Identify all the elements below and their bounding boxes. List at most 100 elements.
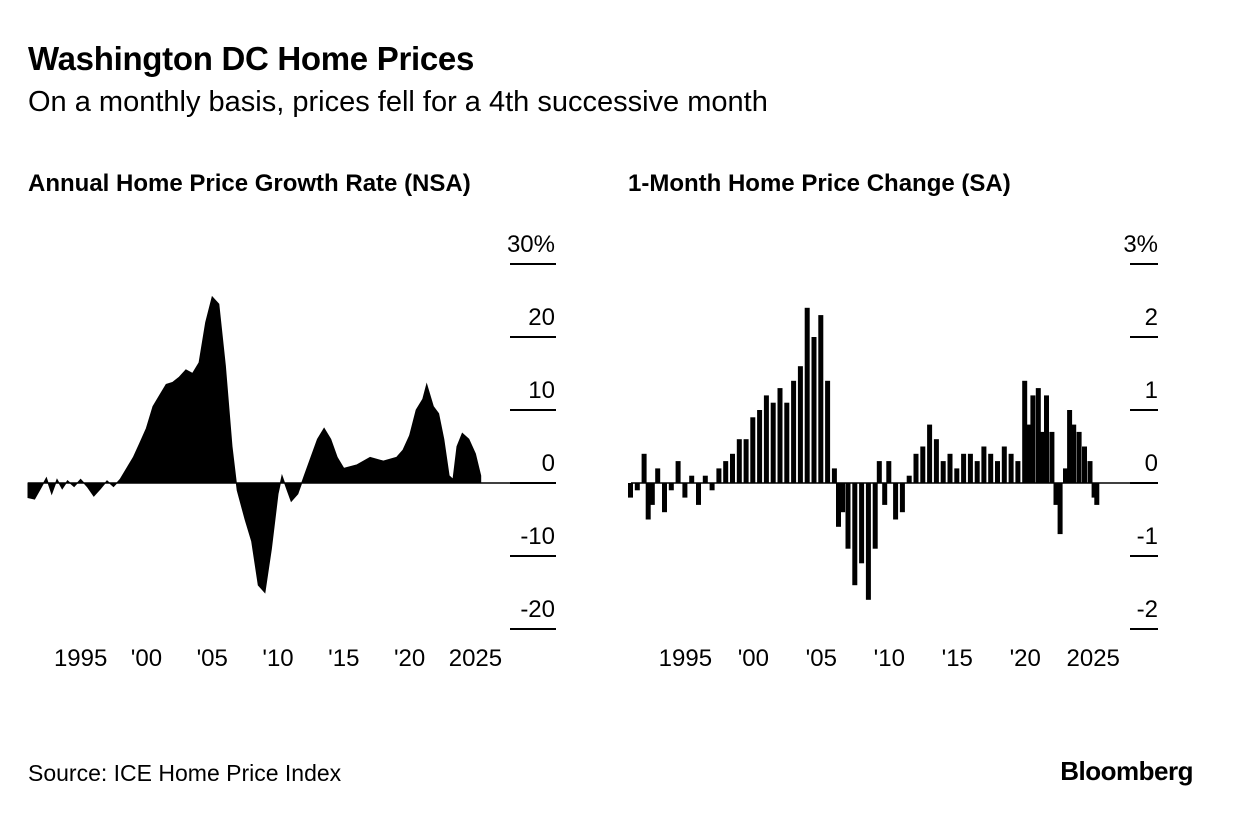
page-subtitle: On a monthly basis, prices fell for a 4t… xyxy=(28,86,768,118)
monthly-bar-27 xyxy=(804,307,810,483)
monthly-bar-21 xyxy=(763,395,769,483)
monthly-bar-49 xyxy=(940,461,946,483)
monthly-bar-14 xyxy=(716,468,722,483)
monthly-bar-28 xyxy=(811,337,817,483)
monthly-bar-9 xyxy=(682,483,688,498)
monthly-bar-60 xyxy=(1015,461,1021,483)
monthly-bar-47 xyxy=(927,424,933,483)
annual-xtick-label-5: '20 xyxy=(394,645,425,672)
monthly-bar-22 xyxy=(770,402,776,483)
annual-ytick-label-0: 30% xyxy=(507,231,555,258)
monthly-bar-52 xyxy=(961,453,967,483)
monthly-bar-16 xyxy=(730,453,735,483)
annual-xtick-label-2: '05 xyxy=(197,645,228,672)
monthly-bar-15 xyxy=(723,461,729,483)
monthly-bar-12 xyxy=(702,475,708,483)
annual-xtick-label-4: '15 xyxy=(328,645,359,672)
annual-xtick-label-3: '10 xyxy=(262,645,293,672)
monthly-bar-72 xyxy=(1071,424,1077,483)
monthly-bar-4 xyxy=(649,483,655,505)
monthly-bar-34 xyxy=(845,483,851,549)
monthly-bar-51 xyxy=(954,468,960,483)
monthly-bar-66 xyxy=(1044,395,1049,483)
annual-xtick-label-1: '00 xyxy=(131,645,162,672)
monthly-bar-13 xyxy=(709,483,715,491)
monthly-bar-50 xyxy=(947,453,953,483)
monthly-ytick-label-0: 3% xyxy=(1123,231,1158,258)
monthly-bar-33 xyxy=(840,483,846,513)
monthly-bar-68 xyxy=(1053,483,1059,505)
monthly-bar-29 xyxy=(818,315,824,483)
monthly-bar-77 xyxy=(1094,483,1100,505)
monthly-bar-44 xyxy=(906,475,912,483)
monthly-bar-57 xyxy=(995,461,1000,483)
monthly-bar-71 xyxy=(1067,410,1073,483)
annual-xtick-label-0: 1995 xyxy=(54,645,107,672)
monthly-bar-63 xyxy=(1030,395,1036,483)
annual-ytick-label-1: 20 xyxy=(528,304,555,331)
monthly-bar-3 xyxy=(645,483,651,520)
monthly-bar-58 xyxy=(1001,446,1007,483)
monthly-bar-25 xyxy=(791,380,797,483)
monthly-bar-38 xyxy=(872,483,878,549)
monthly-bar-19 xyxy=(750,417,756,483)
monthly-bar-69 xyxy=(1057,483,1063,535)
monthly-bar-24 xyxy=(784,402,790,483)
monthly-bar-53 xyxy=(967,453,973,483)
monthly-bar-20 xyxy=(757,410,763,483)
monthly-bar-42 xyxy=(893,483,899,520)
monthly-ytick-label-2: 1 xyxy=(1145,377,1158,404)
monthly-xtick-label-1: '00 xyxy=(738,645,769,672)
monthly-ytick-label-4: -1 xyxy=(1137,523,1158,550)
monthly-xtick-label-2: '05 xyxy=(806,645,837,672)
monthly-bar-56 xyxy=(988,453,994,483)
monthly-bar-1 xyxy=(634,483,640,491)
monthly-bar-39 xyxy=(876,461,882,483)
monthly-bar-73 xyxy=(1076,431,1082,483)
monthly-ytick-label-3: 0 xyxy=(1145,450,1158,477)
monthly-bar-37 xyxy=(865,483,871,600)
monthly-bar-70 xyxy=(1063,468,1068,483)
monthly-bar-11 xyxy=(696,483,701,505)
monthly-bar-26 xyxy=(797,366,803,483)
monthly-bar-40 xyxy=(882,483,888,505)
monthly-bar-30 xyxy=(825,380,831,483)
monthly-bar-18 xyxy=(743,439,749,483)
monthly-bar-0 xyxy=(628,483,633,498)
annual-ytick-label-5: -20 xyxy=(520,596,555,623)
annual-ytick-label-4: -10 xyxy=(520,523,555,550)
monthly-bar-10 xyxy=(689,475,695,483)
monthly-bar-7 xyxy=(668,483,674,491)
monthly-bar-8 xyxy=(675,461,681,483)
annual-area xyxy=(27,295,482,594)
monthly-bar-43 xyxy=(899,483,905,513)
monthly-bar-75 xyxy=(1087,461,1093,483)
monthly-xtick-label-0: 1995 xyxy=(659,645,712,672)
monthly-bar-41 xyxy=(886,461,892,483)
monthly-bar-62 xyxy=(1026,424,1032,483)
annual-ytick-label-2: 10 xyxy=(528,377,555,404)
monthly-bar-36 xyxy=(859,483,865,564)
monthly-ytick-label-1: 2 xyxy=(1145,304,1158,331)
monthly-bar-54 xyxy=(974,461,980,483)
monthly-ytick-label-5: -2 xyxy=(1137,596,1158,623)
monthly-bar-35 xyxy=(852,483,858,586)
monthly-bar-74 xyxy=(1082,446,1087,483)
monthly-xtick-label-6: 2025 xyxy=(1067,645,1120,672)
bloomberg-logo: Bloomberg xyxy=(1060,756,1193,786)
monthly-bar-55 xyxy=(981,446,987,483)
monthly-bar-46 xyxy=(920,446,926,483)
monthly-bar-31 xyxy=(831,468,837,483)
monthly-bar-6 xyxy=(662,483,667,513)
monthly-bar-67 xyxy=(1049,431,1055,483)
page-title: Washington DC Home Prices xyxy=(28,40,475,77)
monthly-bar-64 xyxy=(1035,388,1041,483)
monthly-bar-5 xyxy=(655,468,661,483)
monthly-bar-32 xyxy=(836,483,841,527)
monthly-bar-23 xyxy=(777,388,783,483)
monthly-bar-2 xyxy=(641,453,647,483)
chart-title-annual: Annual Home Price Growth Rate (NSA) xyxy=(28,170,471,197)
monthly-bar-65 xyxy=(1039,431,1045,483)
